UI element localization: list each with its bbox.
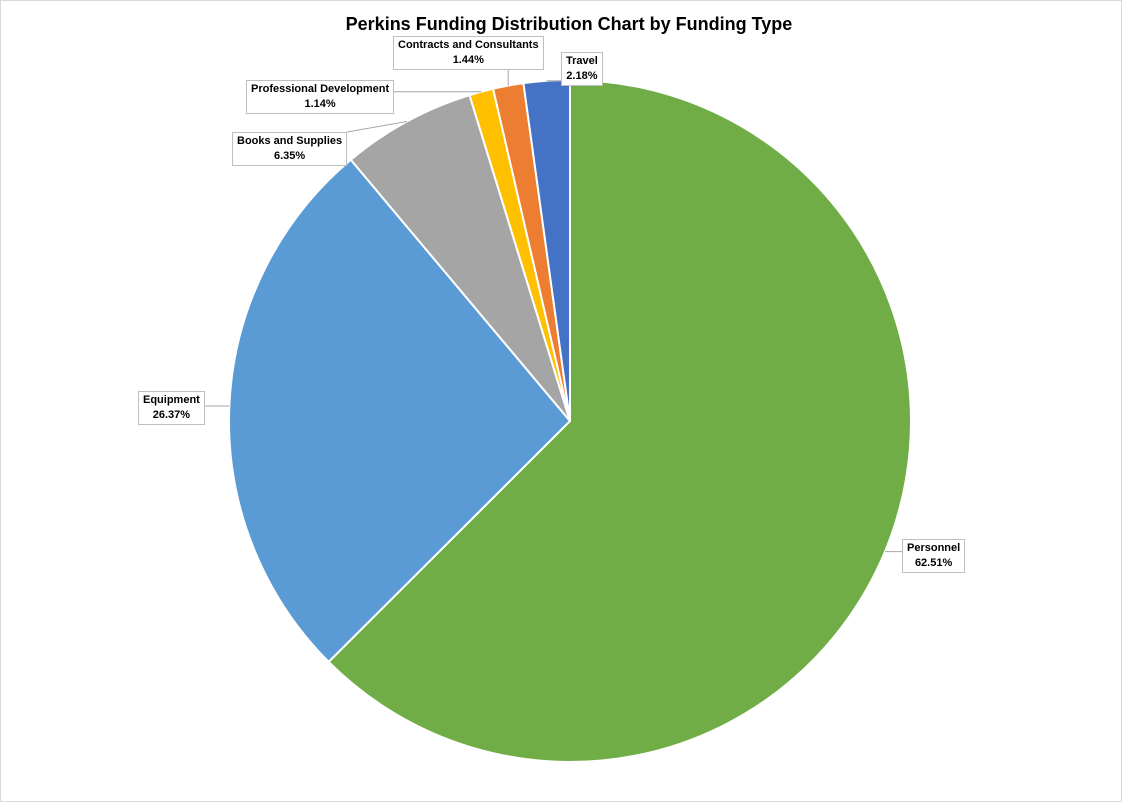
data-label-percent: 26.37% bbox=[152, 409, 191, 421]
data-label-percent: 6.35% bbox=[273, 150, 306, 162]
data-label-books-and-supplies: Books and Supplies 6.35% bbox=[232, 132, 348, 166]
chart-title: Perkins Funding Distribution Chart by Fu… bbox=[345, 14, 793, 34]
data-label-professional-development: Professional Development 1.14% bbox=[246, 80, 395, 114]
pie-slice-personnel bbox=[327, 78, 912, 763]
data-label-contracts-and-consultants: Contracts and Consultants 1.44% bbox=[393, 36, 544, 70]
leader-line-books-and-supplies bbox=[346, 121, 408, 133]
pie-slice-books-and-supplies bbox=[349, 93, 571, 422]
data-label-category: Contracts and Consultants bbox=[398, 39, 539, 51]
data-label-category: Books and Supplies bbox=[237, 135, 343, 147]
data-label-percent: 2.18% bbox=[566, 70, 598, 82]
data-label-travel: Travel 2.18% bbox=[561, 52, 603, 86]
data-label-percent: 1.44% bbox=[452, 54, 484, 66]
data-label-category: Travel bbox=[566, 55, 598, 67]
data-label-category: Personnel bbox=[907, 542, 961, 554]
data-label-category: Equipment bbox=[143, 394, 200, 406]
data-label-percent: 1.14% bbox=[304, 98, 336, 110]
data-label-percent: 62.51% bbox=[914, 557, 953, 569]
data-label-equipment: Equipment 26.37% bbox=[138, 391, 205, 425]
pie-slice-equipment bbox=[228, 158, 572, 664]
data-label-personnel: Personnel 62.51% bbox=[902, 539, 966, 573]
leader-lines bbox=[205, 70, 902, 553]
data-label-category: Professional Development bbox=[251, 83, 390, 95]
pie-slices bbox=[228, 78, 912, 763]
